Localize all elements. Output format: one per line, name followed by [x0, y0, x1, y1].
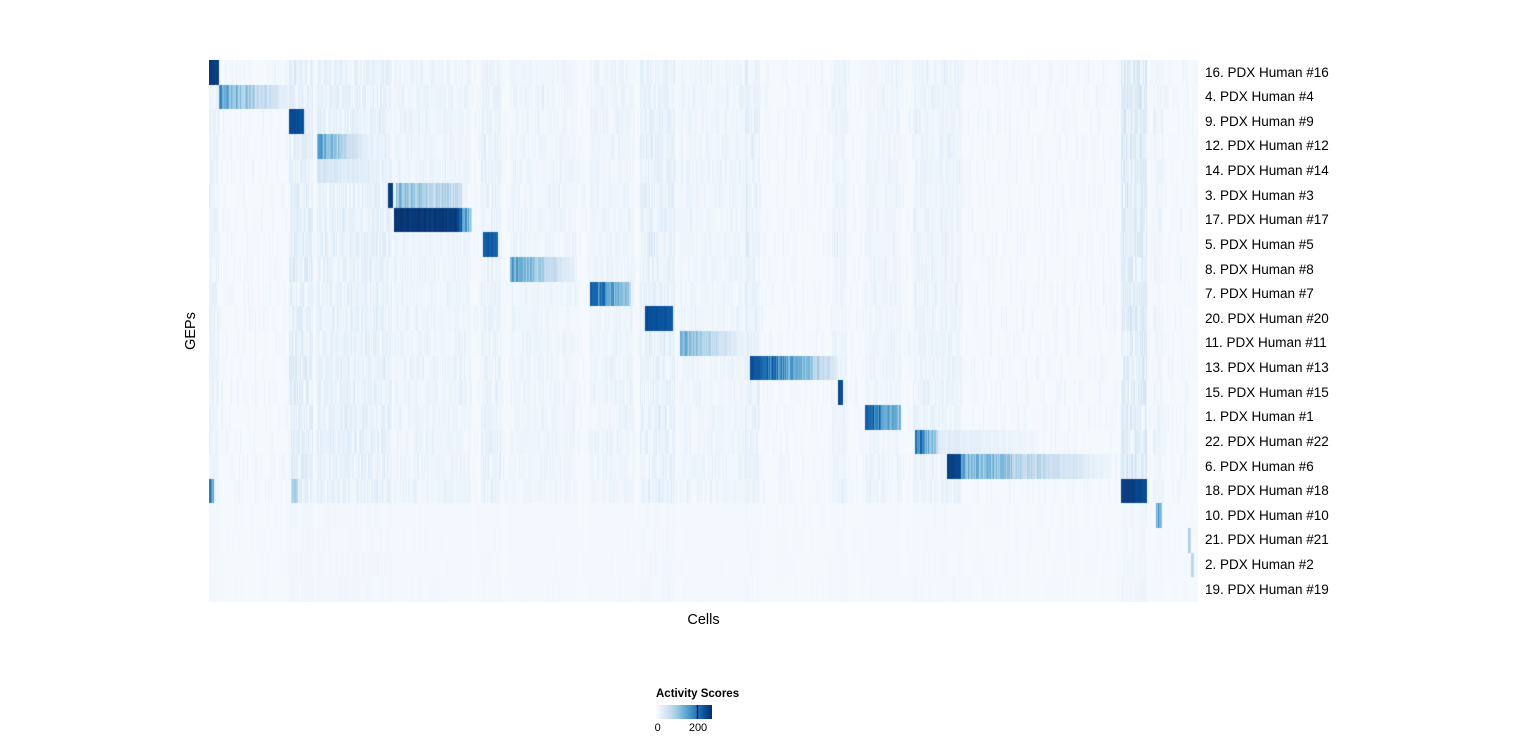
- heatmap-row-label: 21. PDX Human #21: [1205, 532, 1329, 548]
- row-labels: 16. PDX Human #16 4. PDX Human #4 9. PDX H…: [1205, 60, 1329, 602]
- heatmap-row-label: 9. PDX Human #9: [1205, 113, 1314, 129]
- heatmap-row-label: 16. PDX Human #16: [1205, 64, 1329, 80]
- legend-ticks: 0 200: [654, 722, 712, 736]
- heatmap-row-label: 12. PDX Human #12: [1205, 138, 1329, 154]
- heatmap-row-label: 19. PDX Human #19: [1205, 581, 1329, 597]
- heatmap-row-label: 2. PDX Human #2: [1205, 557, 1314, 573]
- heatmap-row-label: 22. PDX Human #22: [1205, 433, 1329, 449]
- legend-tick-0: 0: [654, 722, 661, 734]
- legend-colorbar: [656, 705, 712, 719]
- heatmap-row-label: 18. PDX Human #18: [1205, 483, 1329, 499]
- heatmap-row-label: 1. PDX Human #1: [1205, 409, 1314, 425]
- heatmap-row-label: 10. PDX Human #10: [1205, 507, 1329, 523]
- heatmap-row-label: 3. PDX Human #3: [1205, 187, 1314, 203]
- heatmap-row-label: 13. PDX Human #13: [1205, 360, 1329, 376]
- heatmap-row-label: 11. PDX Human #11: [1205, 335, 1327, 351]
- heatmap-row-label: 7. PDX Human #7: [1205, 286, 1314, 302]
- heatmap-row-label: 4. PDX Human #4: [1205, 89, 1314, 105]
- heatmap-row-label: 8. PDX Human #8: [1205, 261, 1314, 277]
- heatmap-canvas: [209, 60, 1198, 602]
- heatmap-row-label: 17. PDX Human #17: [1205, 212, 1329, 228]
- heatmap-row-label: 5. PDX Human #5: [1205, 236, 1314, 252]
- legend: Activity Scores 0 200: [654, 688, 740, 736]
- y-axis-label: GEPs: [183, 312, 199, 350]
- legend-title: Activity Scores: [656, 688, 740, 700]
- x-axis-label: Cells: [687, 612, 720, 628]
- heatmap-row-label: 6. PDX Human #6: [1205, 458, 1314, 474]
- heatmap-row-label: 14. PDX Human #14: [1205, 163, 1329, 179]
- heatmap-row-label: 15. PDX Human #15: [1205, 384, 1329, 400]
- heatmap-row-label: 20. PDX Human #20: [1205, 310, 1329, 326]
- legend-tick-200: 200: [688, 722, 708, 734]
